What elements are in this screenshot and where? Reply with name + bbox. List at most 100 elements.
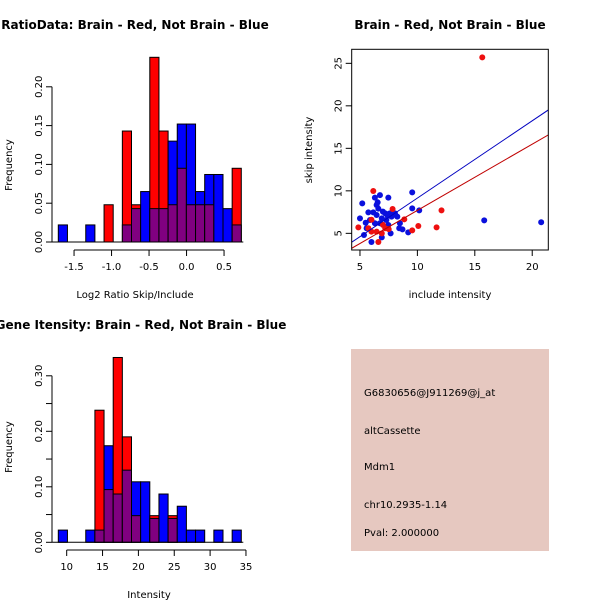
red-bar: [94, 409, 105, 543]
pval-text: Pval: 2.000000: [364, 528, 439, 539]
x-tick-label: 25: [168, 562, 181, 573]
blue-bar: [213, 529, 224, 543]
x-tick-label: 20: [526, 262, 539, 273]
overlap-bar: [167, 517, 178, 543]
y-tick-label: 0.00: [34, 231, 45, 253]
blue-bar: [85, 529, 96, 543]
blue-point: [409, 205, 416, 212]
info-panel-background: [351, 349, 549, 551]
x-tick-label: 5: [357, 262, 363, 273]
x-tick-label: -1.0: [102, 262, 122, 273]
genomic-location: chr10.2935-1.14: [364, 500, 447, 511]
x-tick-label: 30: [204, 562, 217, 573]
overlap-bar: [131, 515, 142, 543]
y-tick-label: 5: [334, 230, 345, 236]
probe-id: G6830656@J911269@j_at: [364, 388, 495, 399]
y-tick-label: 0.05: [34, 192, 45, 214]
y-tick-label: 0.20: [34, 420, 45, 442]
red-point: [409, 227, 416, 234]
ratio-histogram: RatioData: Brain - Red, Not Brain - Blue…: [1, 18, 268, 301]
overlap-bar: [231, 224, 242, 243]
red-point: [375, 239, 382, 246]
red-point: [389, 206, 396, 213]
blue-point: [394, 213, 401, 220]
red-point: [368, 216, 375, 223]
blue-bar: [140, 481, 151, 543]
blue-point: [378, 215, 385, 222]
x-tick-label: 20: [132, 562, 145, 573]
overlap-bar: [149, 208, 160, 243]
y-tick-label: 0.10: [34, 153, 45, 175]
x-tick-label: 15: [468, 262, 481, 273]
blue-bar: [176, 505, 187, 543]
overlap-bar: [176, 167, 187, 243]
ratio-histogram-title: RatioData: Brain - Red, Not Brain - Blue: [1, 18, 268, 32]
y-tick-label: 0.30: [34, 365, 45, 387]
overlap-bar: [103, 489, 114, 543]
red-point: [438, 207, 445, 214]
blue-bar: [231, 529, 242, 543]
y-tick-label: 10: [334, 184, 345, 197]
blue-point: [365, 209, 372, 216]
blue-bar: [57, 529, 68, 543]
intensity-scatter-ylabel: skip intensity: [304, 117, 315, 184]
blue-point: [371, 194, 378, 201]
x-tick-label: -0.5: [139, 262, 159, 273]
x-tick-label: -1.5: [64, 262, 84, 273]
blue-bar: [57, 224, 68, 243]
gene-intensity-histogram-xlabel: Intensity: [127, 590, 171, 600]
blue-point: [481, 217, 488, 224]
blue-point: [538, 219, 545, 226]
x-tick-label: 15: [96, 562, 109, 573]
overlap-bar: [185, 204, 197, 243]
blue-bar: [85, 224, 96, 243]
overlap-bar: [149, 517, 160, 543]
red-point: [433, 224, 440, 231]
blue-point: [373, 211, 380, 218]
blue-point: [368, 239, 375, 246]
overlap-bar: [204, 204, 215, 243]
overlap-bar: [94, 529, 105, 543]
overlap-bar: [121, 469, 132, 543]
gene-intensity-histogram: Gene Itensity: Brain - Red, Not Brain - …: [0, 318, 286, 600]
gene-intensity-histogram-title: Gene Itensity: Brain - Red, Not Brain - …: [0, 318, 286, 332]
plot-frame: [351, 48, 549, 251]
x-tick-label: 35: [240, 562, 253, 573]
blue-bar: [195, 529, 206, 543]
y-tick-label: 15: [334, 142, 345, 155]
blue-point: [399, 226, 406, 233]
blue-bar: [222, 208, 233, 243]
red-bar: [103, 204, 114, 243]
y-tick-label: 0.00: [34, 531, 45, 553]
gene-name: Mdm1: [364, 462, 395, 473]
red-point: [379, 221, 386, 228]
y-tick-label: 20: [334, 99, 345, 112]
blue-point: [376, 192, 383, 199]
intensity-scatter-title: Brain - Red, Not Brain - Blue: [354, 18, 545, 32]
x-tick-label: 10: [60, 562, 73, 573]
red-point: [401, 216, 408, 223]
red-point: [355, 224, 362, 231]
intensity-scatter: Brain - Red, Not Brain - Blue include in…: [304, 18, 549, 301]
overlap-bar: [167, 204, 178, 243]
y-tick-label: 0.20: [34, 76, 45, 98]
ratio-histogram-xlabel: Log2 Ratio Skip/Include: [76, 290, 193, 301]
blue-bar: [158, 493, 169, 543]
gene-intensity-histogram-ylabel: Frequency: [4, 421, 15, 473]
red-fit-line: [351, 134, 549, 249]
overlap-bar: [121, 224, 132, 243]
event-type: altCassette: [364, 426, 421, 437]
blue-point: [388, 213, 395, 220]
blue-point: [356, 215, 363, 222]
blue-point: [362, 219, 369, 226]
overlap-bar: [158, 208, 169, 243]
red-point: [415, 223, 422, 230]
blue-point: [385, 194, 392, 201]
y-tick-label: 0.10: [34, 476, 45, 498]
blue-bar: [213, 173, 224, 243]
blue-bar: [140, 191, 151, 243]
ratio-histogram-ylabel: Frequency: [4, 139, 15, 191]
y-tick-label: 25: [334, 57, 345, 70]
x-tick-label: 0.5: [216, 262, 232, 273]
